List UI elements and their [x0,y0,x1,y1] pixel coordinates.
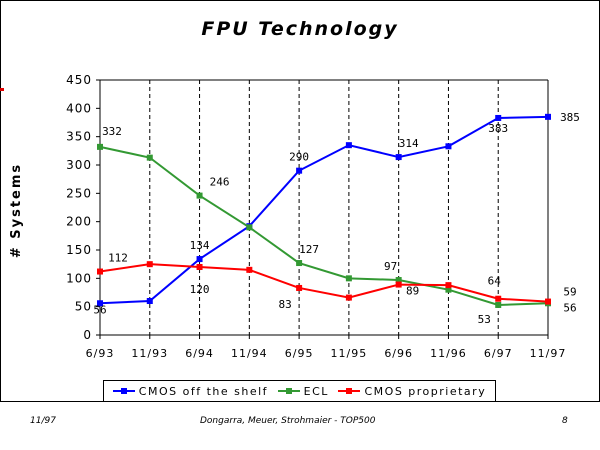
y-tick-label: 200 [66,215,92,229]
y-tick-label: 350 [66,130,92,144]
data-point [345,275,352,282]
data-label: 332 [102,125,122,138]
x-tick-label: 11/94 [231,347,268,360]
data-point [545,298,551,305]
data-label: 120 [190,283,210,296]
data-label: 89 [406,285,419,298]
data-label: 134 [190,239,210,252]
data-point [395,281,402,288]
legend-item-cmos-off-the-shelf: CMOS off the shelf [112,384,269,398]
data-point [345,294,352,301]
data-point [395,154,402,161]
data-label: 56 [563,301,576,314]
data-point [246,224,253,231]
data-label: 53 [478,313,491,326]
data-point [545,113,551,120]
data-point [495,295,502,302]
data-label: 97 [384,260,397,273]
line-chart: 0 50 100 150 200 250 300 350 400 450 6/93 11/93 6/94… [66,73,580,360]
data-point [495,114,502,121]
data-point [146,261,153,268]
data-label: 127 [299,243,319,256]
data-label: 314 [399,137,419,150]
footer-authors: Dongarra, Meuer, Strohmaier - TOP500 [200,416,376,426]
x-tick-label: 6/94 [185,347,214,360]
data-label: 59 [563,286,576,299]
legend-label-cmos-off-the-shelf: CMOS off the shelf [138,384,269,398]
data-point [296,284,303,291]
edge-marker [0,88,4,91]
series-line [99,263,549,303]
footer-page-number: 8 [562,416,568,426]
data-label: 385 [560,111,580,124]
y-tick-label: 400 [66,101,92,115]
data-point [97,268,103,275]
data-point [246,266,253,273]
data-point [196,256,203,263]
data-point [97,143,103,150]
x-tick-label: 6/97 [484,347,513,360]
data-point [146,298,153,304]
data-point [196,264,203,270]
legend-swatch-cmos-off-the-shelf [112,386,135,396]
x-tick-label: 11/97 [530,347,567,360]
x-tick-label: 11/96 [430,347,467,360]
data-point [97,300,103,307]
data-point [196,192,203,199]
x-tick-label: 6/96 [384,347,413,360]
y-tick-label: 450 [66,73,92,87]
data-point [395,277,402,284]
data-label: 112 [108,252,128,265]
data-point [445,143,452,150]
data-point [146,154,153,161]
series-line [99,145,549,306]
x-tick-label: 11/93 [131,347,168,360]
data-point [296,167,303,174]
data-label: 56 [93,303,106,316]
data-point [345,142,352,149]
data-label: 246 [210,176,230,189]
legend-swatch-cmos-proprietary [338,386,361,396]
data-point [445,286,452,293]
legend-label-ecl: ECL [303,384,329,398]
legend-item-cmos-proprietary: CMOS proprietary [338,385,486,398]
data-label: 64 [488,275,502,288]
footer-date: 11/97 [30,416,56,426]
x-tick-label: 6/95 [285,347,314,360]
chart-title: FPU Technology [201,18,399,40]
y-tick-label: 300 [66,158,92,172]
y-tick-label: 250 [66,186,92,200]
y-tick-label: 150 [66,243,92,257]
data-label: 290 [289,151,309,164]
data-point [495,301,502,308]
series-line [99,115,549,305]
y-tick-label: 100 [66,271,92,285]
x-tick-label: 6/93 [86,347,115,360]
y-tick-label: 50 [75,300,92,314]
data-point [445,282,452,289]
x-tick-label: 11/95 [331,347,368,360]
legend-swatch-ecl [277,386,300,396]
legend-item-ecl: ECL [277,384,329,398]
data-label: 83 [278,298,291,311]
data-label: 383 [488,122,508,135]
chart-legend: CMOS off the shelf ECL CMOS proprietary [103,380,496,402]
y-tick-label: 0 [83,328,92,342]
legend-label-cmos-proprietary: CMOS proprietary [364,384,487,398]
data-point [296,260,303,267]
